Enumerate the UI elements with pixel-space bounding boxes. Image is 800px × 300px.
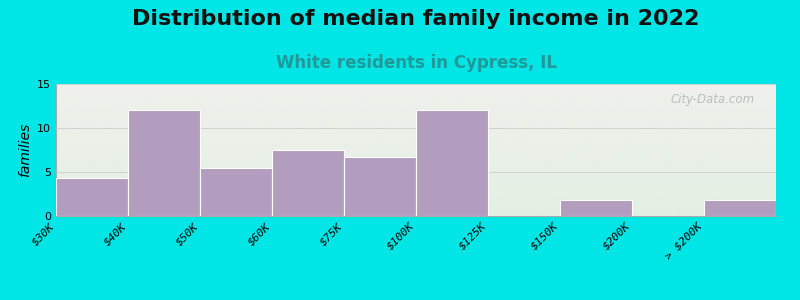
Y-axis label: families: families: [18, 123, 31, 177]
Bar: [344, 157, 416, 216]
Bar: [272, 150, 344, 216]
Text: City-Data.com: City-Data.com: [670, 93, 754, 106]
Bar: [416, 110, 488, 216]
Bar: [200, 168, 272, 216]
Bar: [128, 110, 200, 216]
Text: Distribution of median family income in 2022: Distribution of median family income in …: [132, 9, 700, 29]
Text: White residents in Cypress, IL: White residents in Cypress, IL: [275, 54, 557, 72]
Bar: [560, 200, 632, 216]
Bar: [56, 178, 128, 216]
Bar: [704, 200, 776, 216]
